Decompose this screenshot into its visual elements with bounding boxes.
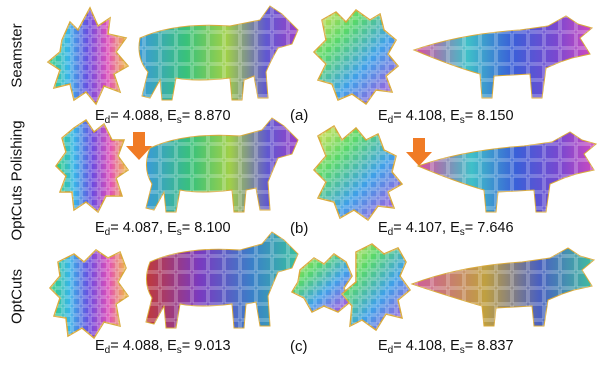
panel-tag-b: (b) (290, 220, 309, 237)
ed-value: 4.088 (122, 108, 160, 124)
es-value: 8.100 (194, 220, 231, 236)
row-label-a: Seamster (8, 23, 26, 88)
es-value: 8.837 (477, 338, 514, 354)
uv-chart-triceratops-b (312, 124, 404, 222)
ed-value: 4.108 (405, 338, 443, 354)
panel-tag-a: (a) (290, 107, 309, 124)
es-value: 9.013 (194, 338, 231, 354)
triceratops-model-a (412, 15, 594, 99)
metric-triceratops-b: Ed= 4.107, Es= 7.646 (378, 220, 514, 238)
panel-tag-c: (c) (290, 338, 308, 355)
uv-chart-triceratops-c (290, 243, 412, 332)
cow-model-b (145, 117, 299, 213)
ed-value: 4.108 (405, 108, 443, 124)
row-label-b: OptCuts Polishing (8, 120, 26, 241)
row-label-c: OptCuts (8, 268, 26, 325)
metric-triceratops-c: Ed= 4.108, Es= 8.837 (378, 338, 514, 356)
metric-triceratops-a: Ed= 4.108, Es= 8.150 (378, 108, 514, 126)
optcuts-arrow-triceratops (406, 138, 432, 166)
uv-chart-cow-b (55, 118, 130, 214)
es-value: 8.150 (477, 108, 514, 124)
ed-value: 4.087 (122, 220, 160, 236)
es-value: 8.870 (194, 108, 231, 124)
optcuts-arrow-cow (126, 132, 152, 160)
ed-value: 4.107 (405, 220, 443, 236)
es-value: 7.646 (477, 220, 514, 236)
metric-cow-a: Ed= 4.088, Es= 8.870 (95, 108, 231, 126)
cow-model-c (145, 231, 299, 329)
ed-value: 4.088 (122, 338, 160, 354)
uv-chart-cow-c (48, 249, 130, 340)
uv-chart-cow-a (46, 6, 130, 106)
triceratops-model-b (416, 131, 597, 213)
metric-cow-c: Ed= 4.088, Es= 9.013 (95, 338, 231, 356)
uv-chart-triceratops-a (312, 8, 400, 106)
cow-model-a (138, 5, 299, 101)
triceratops-model-c (410, 247, 596, 327)
metric-cow-b: Ed= 4.087, Es= 8.100 (95, 220, 231, 238)
